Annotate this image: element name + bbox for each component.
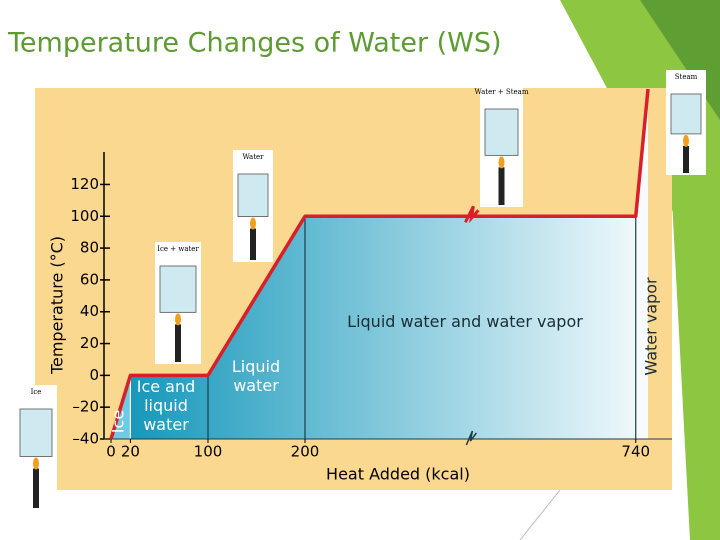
burner — [683, 145, 689, 173]
y-tick-label: 0 — [89, 366, 99, 384]
beaker — [670, 93, 702, 135]
y-tick-label: 20 — [80, 334, 99, 352]
beaker — [19, 408, 53, 457]
region-label: Water vapor — [641, 277, 661, 376]
illustration-label: Ice — [31, 388, 42, 396]
chart-title: Temperature Changes of Water (WS) — [7, 28, 502, 59]
y-tick-label: –40 — [72, 430, 99, 448]
decoration — [672, 150, 720, 540]
y-tick-label: 100 — [70, 207, 99, 225]
y-axis-label: Temperature (°C) — [48, 236, 67, 375]
x-tick-label: 0 — [106, 443, 116, 461]
decoration — [519, 489, 561, 540]
illustration-label: Water + Steam — [475, 88, 529, 96]
flame — [683, 134, 689, 147]
axis-break — [464, 205, 480, 224]
flame — [33, 457, 39, 470]
x-tick-label: 100 — [194, 443, 223, 461]
axis-break — [465, 430, 477, 446]
y-tick-label: –20 — [72, 398, 99, 416]
burner — [250, 228, 256, 260]
region-label: Ice — [108, 409, 128, 434]
region-label: Liquid water and water vapor — [347, 312, 583, 331]
illustration-label: Water — [242, 153, 264, 161]
y-tick-label: 60 — [80, 270, 99, 288]
flame — [175, 313, 181, 326]
region-label: Ice and liquid water — [136, 377, 196, 434]
burner — [33, 468, 39, 508]
illustration-label: Ice + water — [157, 245, 199, 253]
flame — [250, 217, 256, 230]
y-tick-label: 120 — [70, 175, 99, 193]
beaker — [484, 108, 519, 156]
beaker — [159, 265, 197, 313]
burner — [498, 167, 505, 205]
data-line — [109, 88, 650, 440]
beaker — [237, 173, 269, 217]
burner — [175, 324, 181, 362]
x-axis-label: Heat Added (kcal) — [326, 465, 470, 484]
y-tick-label: 40 — [80, 302, 99, 320]
y-tick-label: 80 — [80, 239, 99, 257]
x-tick-label: 200 — [291, 443, 320, 461]
x-tick-label: 740 — [621, 443, 650, 461]
flame — [498, 156, 505, 169]
region-label: Liquid water — [231, 357, 281, 395]
x-tick-label: 20 — [121, 443, 140, 461]
illustration-label: Steam — [675, 73, 698, 81]
